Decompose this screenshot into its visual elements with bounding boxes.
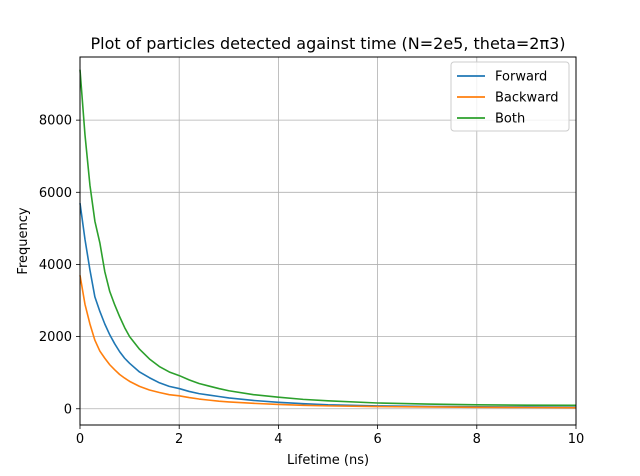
series-line-both	[79, 69, 577, 407]
y-tick-label: 0	[64, 402, 72, 417]
y-tick-label: 2000	[39, 330, 72, 345]
x-axis: 0 2 4 6 8 10	[76, 425, 584, 447]
legend-box	[450, 61, 570, 132]
series-line-forward	[79, 203, 577, 408]
plot-area-frame	[79, 56, 577, 426]
x-tick-label: 8	[473, 432, 481, 447]
legend: Forward Backward Both	[450, 61, 570, 132]
x-tick-label: 6	[373, 432, 381, 447]
y-axis-label: Frequency	[16, 207, 31, 274]
x-tick-label: 0	[76, 432, 84, 447]
x-tick-label: 10	[568, 432, 585, 447]
legend-label-backward: Backward	[495, 91, 559, 106]
chart-title: Plot of particles detected against time …	[90, 34, 565, 53]
x-axis-label: Lifetime (ns)	[287, 453, 369, 468]
plot-lines	[79, 69, 577, 409]
y-tick-label: 4000	[39, 258, 72, 273]
y-axis: 0 2000 4000 6000 8000	[39, 114, 80, 417]
legend-label-both: Both	[495, 112, 525, 127]
y-tick-label: 8000	[39, 114, 72, 129]
legend-label-forward: Forward	[495, 70, 547, 85]
y-tick-label: 6000	[39, 186, 72, 201]
x-tick-label: 2	[175, 432, 183, 447]
series-line-backward	[79, 275, 577, 409]
x-tick-label: 4	[274, 432, 282, 447]
